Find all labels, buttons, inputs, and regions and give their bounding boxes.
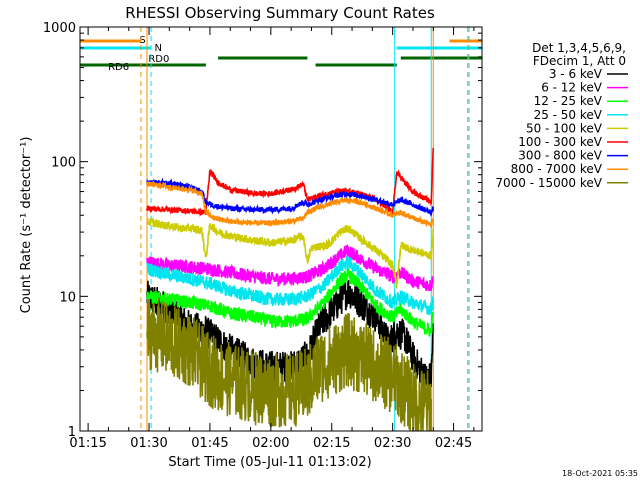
legend-entry-label: 7000 - 15000 keV [495,176,602,190]
legend-entry-label: 6 - 12 keV [541,81,603,95]
y-tick-label: 10 [59,290,76,305]
series-lines [146,147,434,431]
series-line-7 [146,180,434,228]
x-tick-label: 02:45 [435,436,472,451]
legend-entry-label: 800 - 7000 keV [511,162,603,176]
series-line-1 [146,244,434,292]
legend-entry-label: 25 - 50 keV [534,108,603,122]
x-axis-label: Start Time (05-Jul-11 01:13:02) [168,455,371,470]
legend-entry-label: 100 - 300 keV [518,135,602,149]
chart-title: RHESSI Observing Summary Count Rates [125,4,435,22]
series-line-4 [146,217,434,289]
legend-entry-label: 12 - 25 keV [534,94,603,108]
x-tick-label: 02:15 [313,436,350,451]
flag-label-rd0: RD0 [148,54,169,65]
plot-frame [79,26,483,432]
x-tick-label: 02:00 [252,436,289,451]
flag-label-n: N [155,43,162,54]
legend-header-line: Det 1,3,4,5,6,9, [532,41,626,55]
x-tick-label: 01:30 [130,436,167,451]
x-tick-label: 02:30 [374,436,411,451]
flag-label-s: S [139,35,145,46]
y-axis-label: Count Rate (s⁻¹ detector⁻¹) [19,137,34,314]
legend-entry-label: 300 - 800 keV [518,149,602,163]
series-line-5 [146,147,434,218]
legend: Det 1,3,4,5,6,9,FDecim 1, Att 03 - 6 keV… [495,41,628,190]
y-tick-label: 100 [51,156,76,171]
legend-entry-label: 3 - 6 keV [549,67,603,81]
x-tick-label: 01:45 [191,436,228,451]
x-tick-label: 01:15 [69,436,106,451]
series-line-3 [146,255,434,316]
legend-entry-label: 50 - 100 keV [526,121,603,135]
axes: 01:15 01:30 01:45 02:00 02:15 02:30 02:45 1 10 10… [43,21,482,451]
y-tick-label: 1 [68,425,76,440]
legend-header-line: FDecim 1, Att 0 [533,54,626,68]
series-line-6 [146,177,434,217]
y-tick-label: 1000 [43,21,76,36]
series-line-2 [146,266,434,337]
timestamp: 18-Oct-2021 05:35 [562,469,638,478]
flag-label-rd6: RD6 [108,62,129,73]
series-line-8 [146,298,432,431]
